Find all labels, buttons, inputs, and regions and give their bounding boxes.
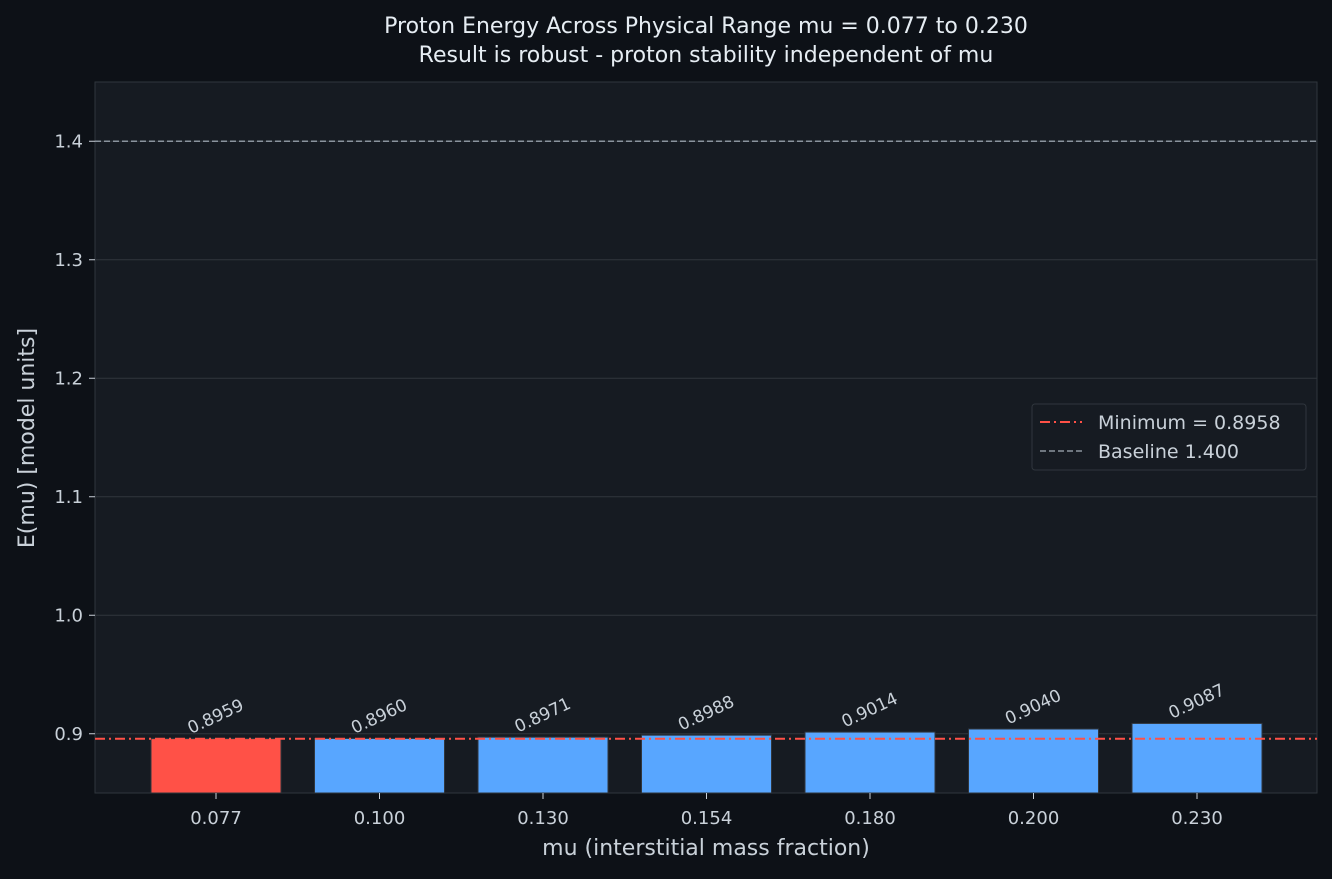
y-axis-ticks: 0.9 1.0 1.1 1.2 1.3 1.4: [54, 131, 95, 745]
bar: [1131, 722, 1263, 794]
x-axis-ticks: 0.077 0.100 0.130 0.154 0.180 0.200 0.230: [190, 793, 1223, 829]
x-tick-label: 0.230: [1171, 808, 1223, 829]
y-tick-label: 1.1: [54, 487, 83, 508]
y-tick-label: 0.9: [54, 724, 83, 745]
x-tick-label: 0.154: [681, 808, 733, 829]
legend-box: [1031, 403, 1307, 471]
reference-lines: [95, 140, 1317, 740]
y-tick-label: 1.4: [54, 131, 83, 152]
legend-baseline-label: Baseline 1.400: [1098, 441, 1239, 463]
y-tick-label: 1.2: [54, 368, 83, 389]
bar: [641, 734, 772, 794]
bar: [314, 737, 445, 794]
chart-title: Proton Energy Across Physical Range mu =…: [384, 14, 1028, 39]
x-tick-label: 0.100: [354, 808, 406, 829]
chart-subtitle: Result is robust - proton stability inde…: [419, 43, 994, 68]
y-tick-label: 1.3: [54, 250, 83, 271]
x-tick-label: 0.130: [517, 808, 569, 829]
legend-minimum-label: Minimum = 0.8958: [1098, 412, 1281, 434]
x-tick-label: 0.077: [190, 808, 242, 829]
x-tick-label: 0.200: [1008, 808, 1060, 829]
bar: [150, 738, 282, 794]
bars: [150, 722, 1263, 794]
y-tick-label: 1.0: [54, 605, 83, 626]
x-tick-label: 0.180: [844, 808, 896, 829]
y-axis-label: E(mu) [model units]: [15, 328, 40, 548]
legend: Minimum = 0.8958 Baseline 1.400: [1031, 403, 1307, 471]
bar: [477, 736, 609, 794]
bar: [804, 731, 936, 794]
x-axis-label: mu (interstitial mass fraction): [542, 836, 870, 861]
